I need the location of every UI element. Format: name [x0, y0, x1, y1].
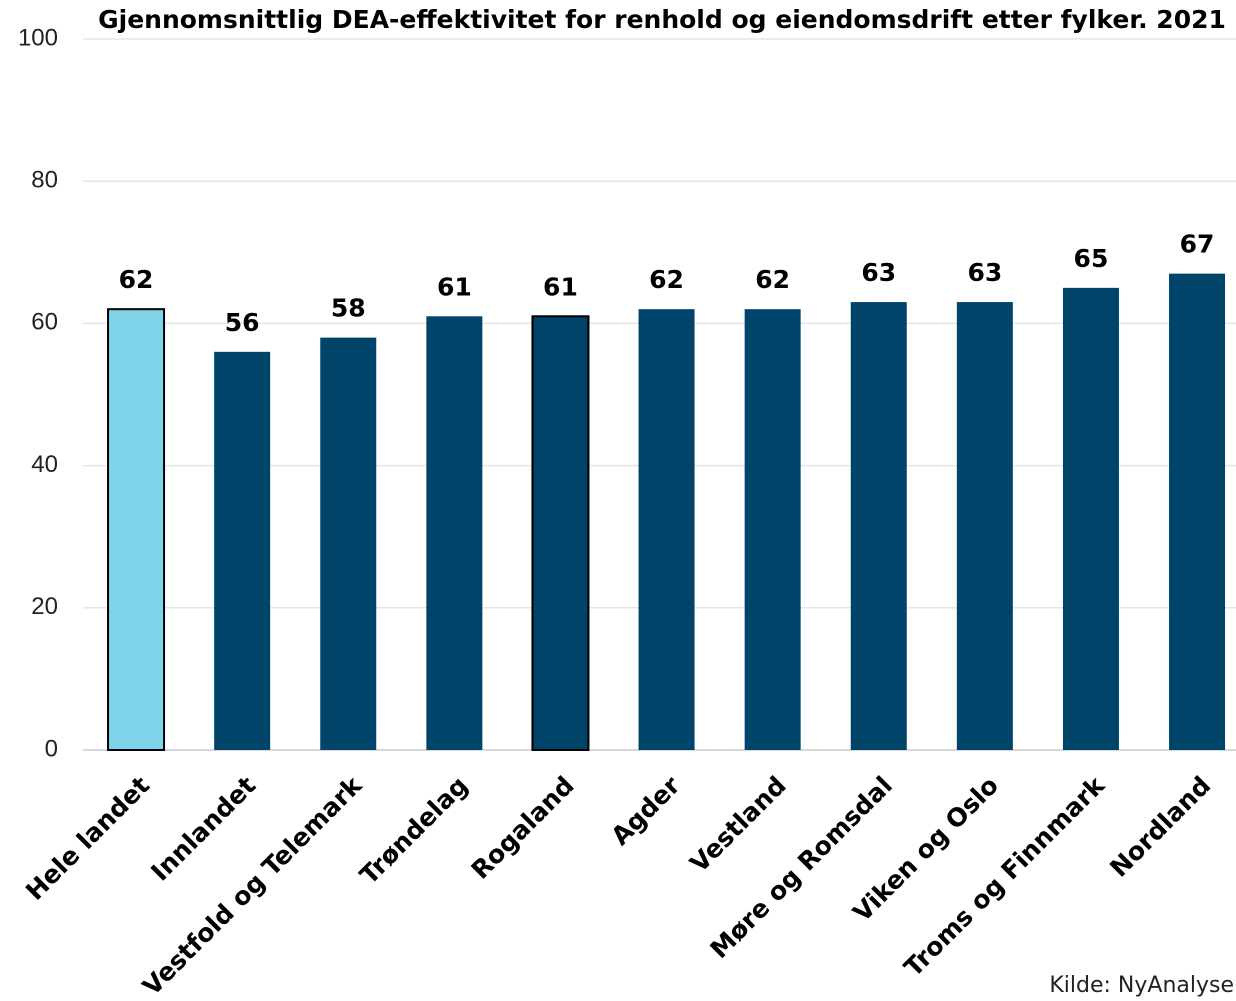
- bar: [744, 309, 801, 750]
- bar: [214, 351, 271, 750]
- bar: [1062, 287, 1119, 750]
- source-note: Kilde: NyAnalyse: [1049, 973, 1234, 997]
- bar: [531, 315, 590, 751]
- value-label: 61: [437, 272, 472, 301]
- x-tick-label: Møre og Romsdal: [705, 771, 898, 964]
- value-label: 62: [755, 265, 790, 294]
- bar: [850, 302, 907, 750]
- x-tick-label: Nordland: [1104, 771, 1216, 883]
- x-tick-label: Innlandet: [145, 771, 261, 887]
- y-tick-label: 100: [18, 24, 58, 51]
- x-tick-label: Vestfold og Telemark: [137, 770, 368, 997]
- x-tick-label: Agder: [606, 770, 687, 851]
- value-label: 67: [1180, 230, 1215, 259]
- value-label: 63: [861, 258, 896, 287]
- bar: [426, 316, 483, 750]
- x-tick-label: Hele landet: [20, 771, 155, 906]
- bar: [1169, 273, 1226, 750]
- x-tick-label: Rogaland: [466, 771, 580, 885]
- value-label: 63: [967, 258, 1002, 287]
- y-tick-label: 20: [31, 593, 58, 620]
- value-label: 65: [1074, 244, 1109, 273]
- y-tick-label: 80: [31, 167, 58, 194]
- chart-title: Gjennomsnittlig DEA-effektivitet for ren…: [98, 5, 1226, 34]
- y-tick-label: 60: [31, 309, 58, 336]
- x-tick-label: Vestland: [684, 771, 791, 878]
- value-label: 56: [225, 308, 260, 337]
- bar: [956, 302, 1013, 750]
- x-tick-label: Troms og Finnmark: [898, 770, 1111, 983]
- x-tick-label: Trøndelag: [354, 771, 473, 890]
- bar: [638, 309, 695, 750]
- value-label: 62: [649, 265, 684, 294]
- bar: [107, 308, 166, 751]
- bar: [320, 337, 377, 750]
- value-label: 61: [543, 272, 578, 301]
- value-label: 58: [331, 294, 366, 323]
- y-tick-label: 40: [31, 451, 58, 478]
- y-tick-label: 0: [45, 735, 58, 762]
- value-label: 62: [119, 265, 154, 294]
